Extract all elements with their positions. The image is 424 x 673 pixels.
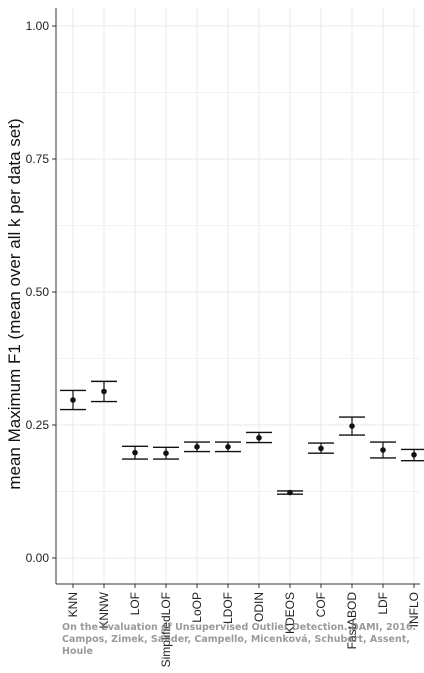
data-point <box>163 450 169 456</box>
y-tick-label: 1.00 <box>26 19 50 33</box>
axes <box>52 8 420 588</box>
x-tick-label: LDOF <box>221 592 235 624</box>
data-point <box>256 434 262 441</box>
data-point <box>194 444 200 450</box>
x-tick-labels: KNN KNNW LOF SimplifiedLOF LoOP LDOF ODIN KDEOS… <box>66 591 421 667</box>
y-tick-label: 0.25 <box>26 418 50 432</box>
grid-lines <box>56 8 420 584</box>
data-point <box>101 388 107 395</box>
y-tick-label: 0.75 <box>26 152 50 166</box>
error-bars <box>60 380 424 495</box>
x-tick-label: LDF <box>376 592 390 615</box>
x-tick-label: ODIN <box>252 592 266 622</box>
x-tick-label: LoOP <box>190 592 204 623</box>
data-point <box>411 451 417 458</box>
y-tick-label: 0.00 <box>26 551 50 565</box>
x-tick-label: KNNW <box>97 591 111 628</box>
x-tick-label: KNN <box>66 592 80 617</box>
y-tick-labels: 0.00 0.25 0.50 0.75 1.00 <box>26 19 50 565</box>
data-point <box>349 423 355 429</box>
y-tick-label: 0.50 <box>26 285 50 299</box>
x-tick-label: SimplifiedLOF <box>159 592 173 667</box>
x-tick-label: COF <box>314 592 328 617</box>
y-axis-title: mean Maximum F1 (mean over all k per dat… <box>5 118 24 489</box>
data-points <box>70 388 417 496</box>
data-point <box>318 445 324 452</box>
data-point <box>380 447 386 453</box>
data-point <box>225 444 231 450</box>
data-point <box>287 489 293 496</box>
x-tick-label: INFLO <box>407 592 421 627</box>
x-tick-label: KDEOS <box>283 592 297 634</box>
data-point <box>70 397 76 403</box>
x-tick-label: FastABOD <box>345 592 359 650</box>
x-tick-label: LOF <box>128 592 142 615</box>
data-point <box>132 449 138 456</box>
